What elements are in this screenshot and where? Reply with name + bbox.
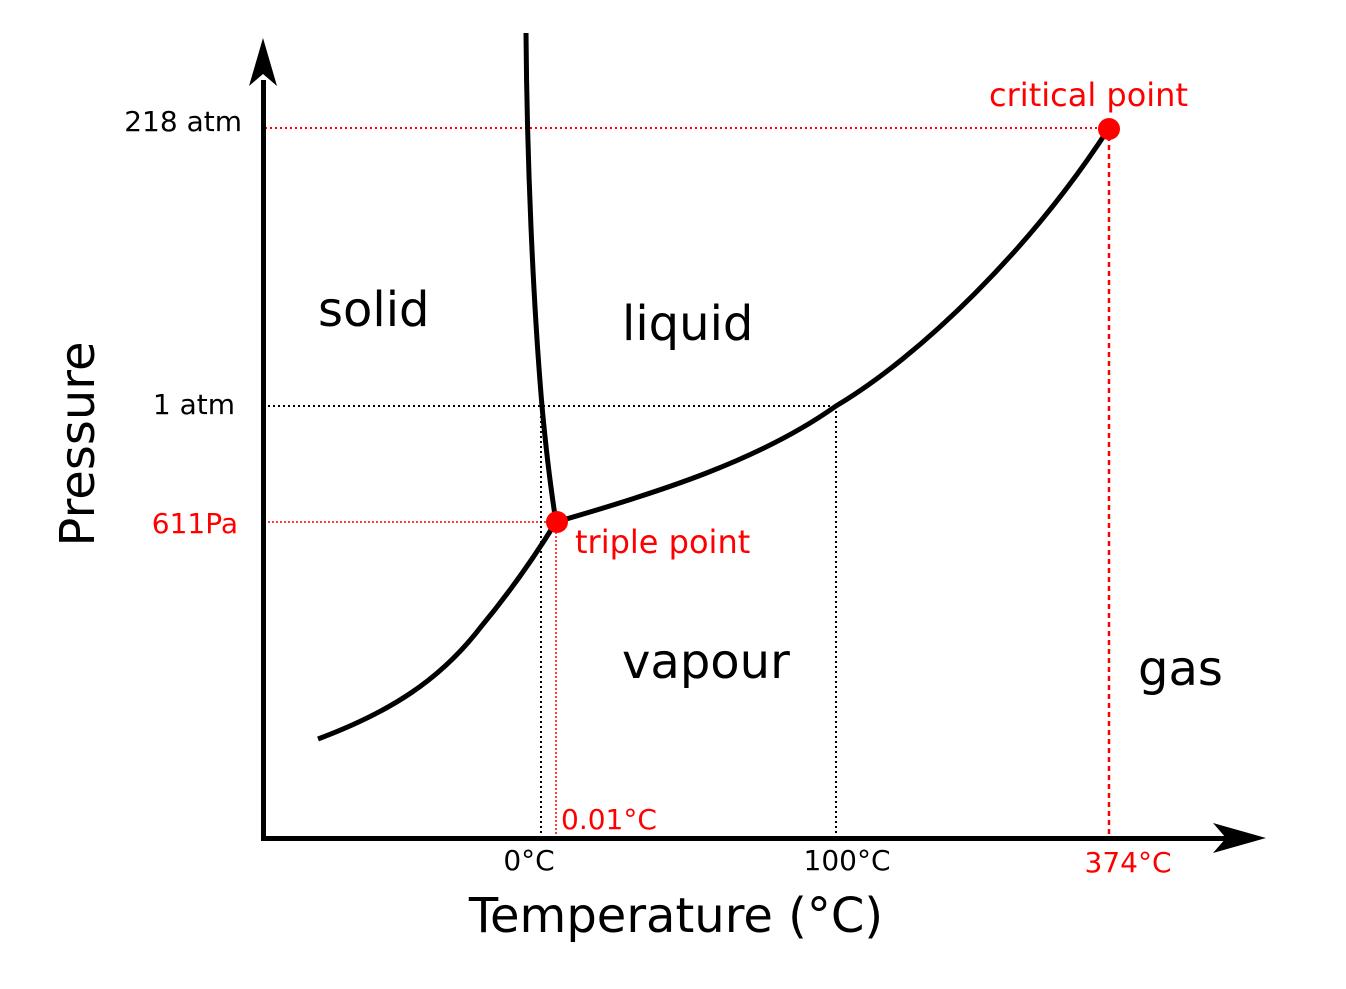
y-axis-title: Pressure [50,342,106,547]
phase-curves [317,32,1112,742]
axes [249,38,1266,853]
melting-curve [523,32,559,523]
y-axis-arrow-icon [249,38,277,86]
x-tick-001c: 0.01°C [561,803,657,836]
y-tick-218atm: 218 atm [124,105,242,138]
x-axis-title: Temperature (°C) [468,888,883,944]
triple-point-label: triple point [575,523,750,561]
x-tick-0c: 0°C [503,844,554,877]
y-tick-611pa: 611Pa [152,507,238,540]
region-label-liquid: liquid [622,296,753,352]
sublimation-curve [317,520,559,742]
y-tick-1atm: 1 atm [153,388,235,421]
x-tick-100c: 100°C [804,844,891,877]
region-label-vapour: vapour [622,634,790,690]
x-tick-374c: 374°C [1085,846,1172,879]
region-label-gas: gas [1138,641,1223,697]
region-label-solid: solid [318,282,430,338]
x-axis-arrow-icon [1213,823,1266,853]
critical-point-marker [1098,118,1120,140]
triple-point-marker [546,511,568,533]
vaporization-curve [555,126,1112,525]
reference-lines [265,127,1111,836]
critical-point-label: critical point [989,76,1188,114]
